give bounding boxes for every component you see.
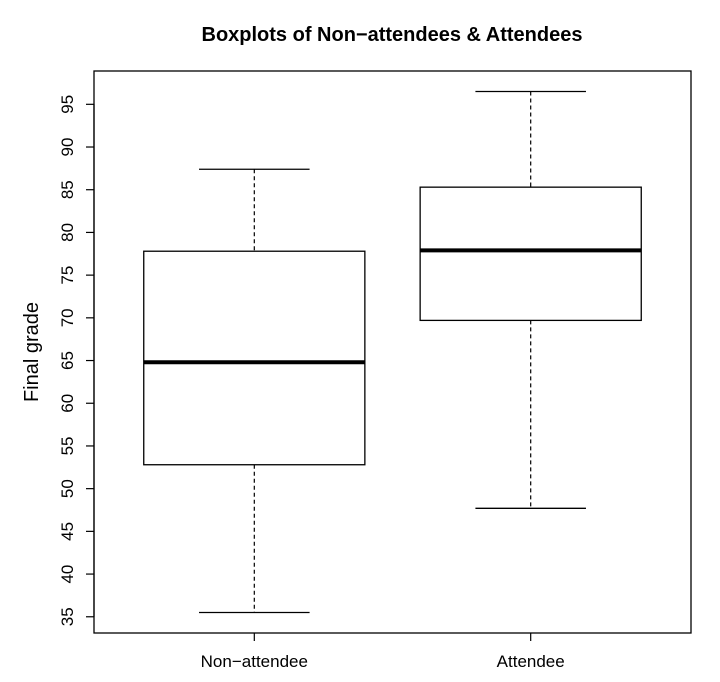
y-tick-label: 65 (58, 351, 77, 370)
y-tick-label: 75 (58, 266, 77, 285)
y-tick-label: 80 (58, 223, 77, 242)
iqr-box (419, 186, 642, 322)
x-tick-label: Attendee (497, 652, 565, 671)
y-tick-label: 60 (58, 394, 77, 413)
box-non-attendee (143, 168, 366, 614)
y-tick-label: 35 (58, 607, 77, 626)
y-tick-label: 45 (58, 522, 77, 541)
y-axis: 35 40 45 50 55 60 65 70 75 80 85 90 95 (58, 95, 95, 626)
box-attendee (419, 90, 642, 509)
x-axis: Non−attendee Attendee (201, 633, 565, 671)
y-tick-label: 95 (58, 95, 77, 114)
y-tick-label: 90 (58, 138, 77, 157)
boxes (143, 90, 642, 614)
y-tick-label: 70 (58, 308, 77, 327)
x-tick-label: Non−attendee (201, 652, 308, 671)
iqr-box (143, 250, 366, 466)
chart-title: Boxplots of Non−attendees & Attendees (202, 24, 583, 46)
y-tick-label: 40 (58, 565, 77, 584)
y-axis-label: Final grade (21, 302, 43, 402)
y-tick-label: 85 (58, 180, 77, 199)
y-tick-label: 50 (58, 479, 77, 498)
y-tick-label: 55 (58, 436, 77, 455)
